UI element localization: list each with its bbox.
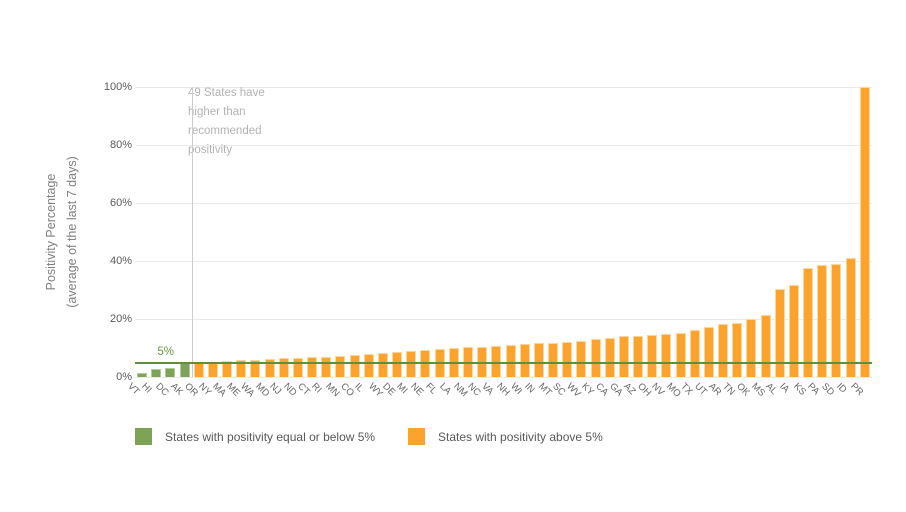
x-tick-VA: VA (479, 381, 496, 398)
bar-MI[interactable] (406, 350, 417, 377)
bar-NH[interactable] (505, 344, 516, 377)
plot-area (135, 87, 872, 378)
bar-ND[interactable] (292, 357, 303, 377)
bar-KS[interactable] (803, 267, 814, 377)
bar-HI[interactable] (151, 368, 162, 377)
bar-NV[interactable] (661, 334, 672, 377)
bar-IL[interactable] (363, 353, 374, 377)
bar-CA[interactable] (604, 337, 615, 377)
y-tick-0%: 0% (116, 371, 132, 383)
legend-item-below[interactable]: States with positivity equal or below 5% (135, 428, 375, 445)
gridline-60% (135, 203, 872, 204)
y-tick-100%: 100% (103, 81, 132, 93)
bar-NJ[interactable] (278, 358, 289, 377)
legend-label-above: States with positivity above 5% (438, 429, 603, 444)
bar-IN[interactable] (533, 343, 544, 377)
bar-GA[interactable] (618, 336, 629, 377)
bar-AR[interactable] (718, 323, 729, 377)
bar-MD[interactable] (264, 359, 275, 377)
bar-NE[interactable] (420, 350, 431, 377)
bar-CT[interactable] (307, 357, 318, 377)
y-tick-40%: 40% (109, 255, 132, 267)
bar-WV[interactable] (576, 341, 587, 377)
annotation-separator-line (191, 87, 193, 377)
y-axis-title-line2: (average of the last 7 days) (65, 156, 79, 308)
bar-MO[interactable] (675, 333, 686, 377)
bar-CO[interactable] (349, 354, 360, 377)
bar-WA[interactable] (250, 359, 261, 377)
bar-WY[interactable] (377, 352, 388, 377)
bar-AK[interactable] (179, 362, 190, 377)
bar-ME[interactable] (236, 360, 247, 377)
legend-item-above[interactable]: States with positivity above 5% (408, 428, 603, 445)
gridline-20% (135, 319, 872, 320)
y-tick-20%: 20% (109, 313, 132, 325)
bar-PR[interactable] (859, 87, 870, 377)
x-tick-IA: IA (777, 381, 792, 396)
bar-SD[interactable] (831, 264, 842, 377)
legend-swatch-above-icon (408, 428, 425, 445)
gridline-0% (135, 377, 872, 378)
bar-OK[interactable] (746, 318, 757, 377)
bar-TN[interactable] (732, 322, 743, 377)
annotation-text: 49 States have higher than recommended p… (188, 87, 265, 156)
bar-DC[interactable] (165, 367, 176, 377)
bar-VA[interactable] (491, 345, 502, 377)
x-tick-PR: PR (848, 381, 866, 399)
bar-MS[interactable] (760, 315, 771, 377)
y-axis-title-line1: Positivity Percentage (44, 173, 58, 291)
bar-SC[interactable] (562, 341, 573, 377)
gridline-80% (135, 145, 872, 146)
threshold-label: 5% (157, 346, 174, 358)
x-tick-ID: ID (833, 381, 849, 396)
bar-WI[interactable] (519, 343, 530, 377)
y-axis-title: Positivity Percentage (average of the la… (41, 156, 83, 307)
legend-label-below: States with positivity equal or below 5% (165, 429, 376, 444)
bar-PA[interactable] (817, 264, 828, 377)
y-tick-80%: 80% (109, 139, 132, 151)
bar-OH[interactable] (647, 334, 658, 377)
bar-ID[interactable] (845, 258, 856, 377)
bar-KY[interactable] (590, 339, 601, 377)
bar-NY[interactable] (207, 361, 218, 377)
bar-AL[interactable] (774, 289, 785, 377)
x-tick-HI: HI (139, 381, 154, 396)
gridline-40% (135, 261, 872, 262)
bar-MN[interactable] (335, 355, 346, 377)
bar-UT[interactable] (703, 326, 714, 377)
gridline-100% (135, 87, 872, 88)
legend-swatch-below-icon (135, 428, 152, 445)
bar-IA[interactable] (788, 285, 799, 377)
bar-VT[interactable] (137, 372, 147, 377)
threshold-line (135, 361, 872, 364)
bar-TX[interactable] (689, 330, 700, 377)
y-tick-60%: 60% (109, 197, 132, 209)
legend: States with positivity equal or below 5%… (0, 428, 906, 446)
x-tick-FL: FL (422, 381, 439, 397)
bar-AZ[interactable] (633, 335, 644, 377)
bar-MT[interactable] (548, 342, 559, 377)
bar-OR[interactable] (193, 362, 204, 377)
bar-RI[interactable] (321, 356, 332, 377)
bar-DE[interactable] (392, 351, 403, 377)
x-tick-IN: IN (522, 381, 537, 396)
